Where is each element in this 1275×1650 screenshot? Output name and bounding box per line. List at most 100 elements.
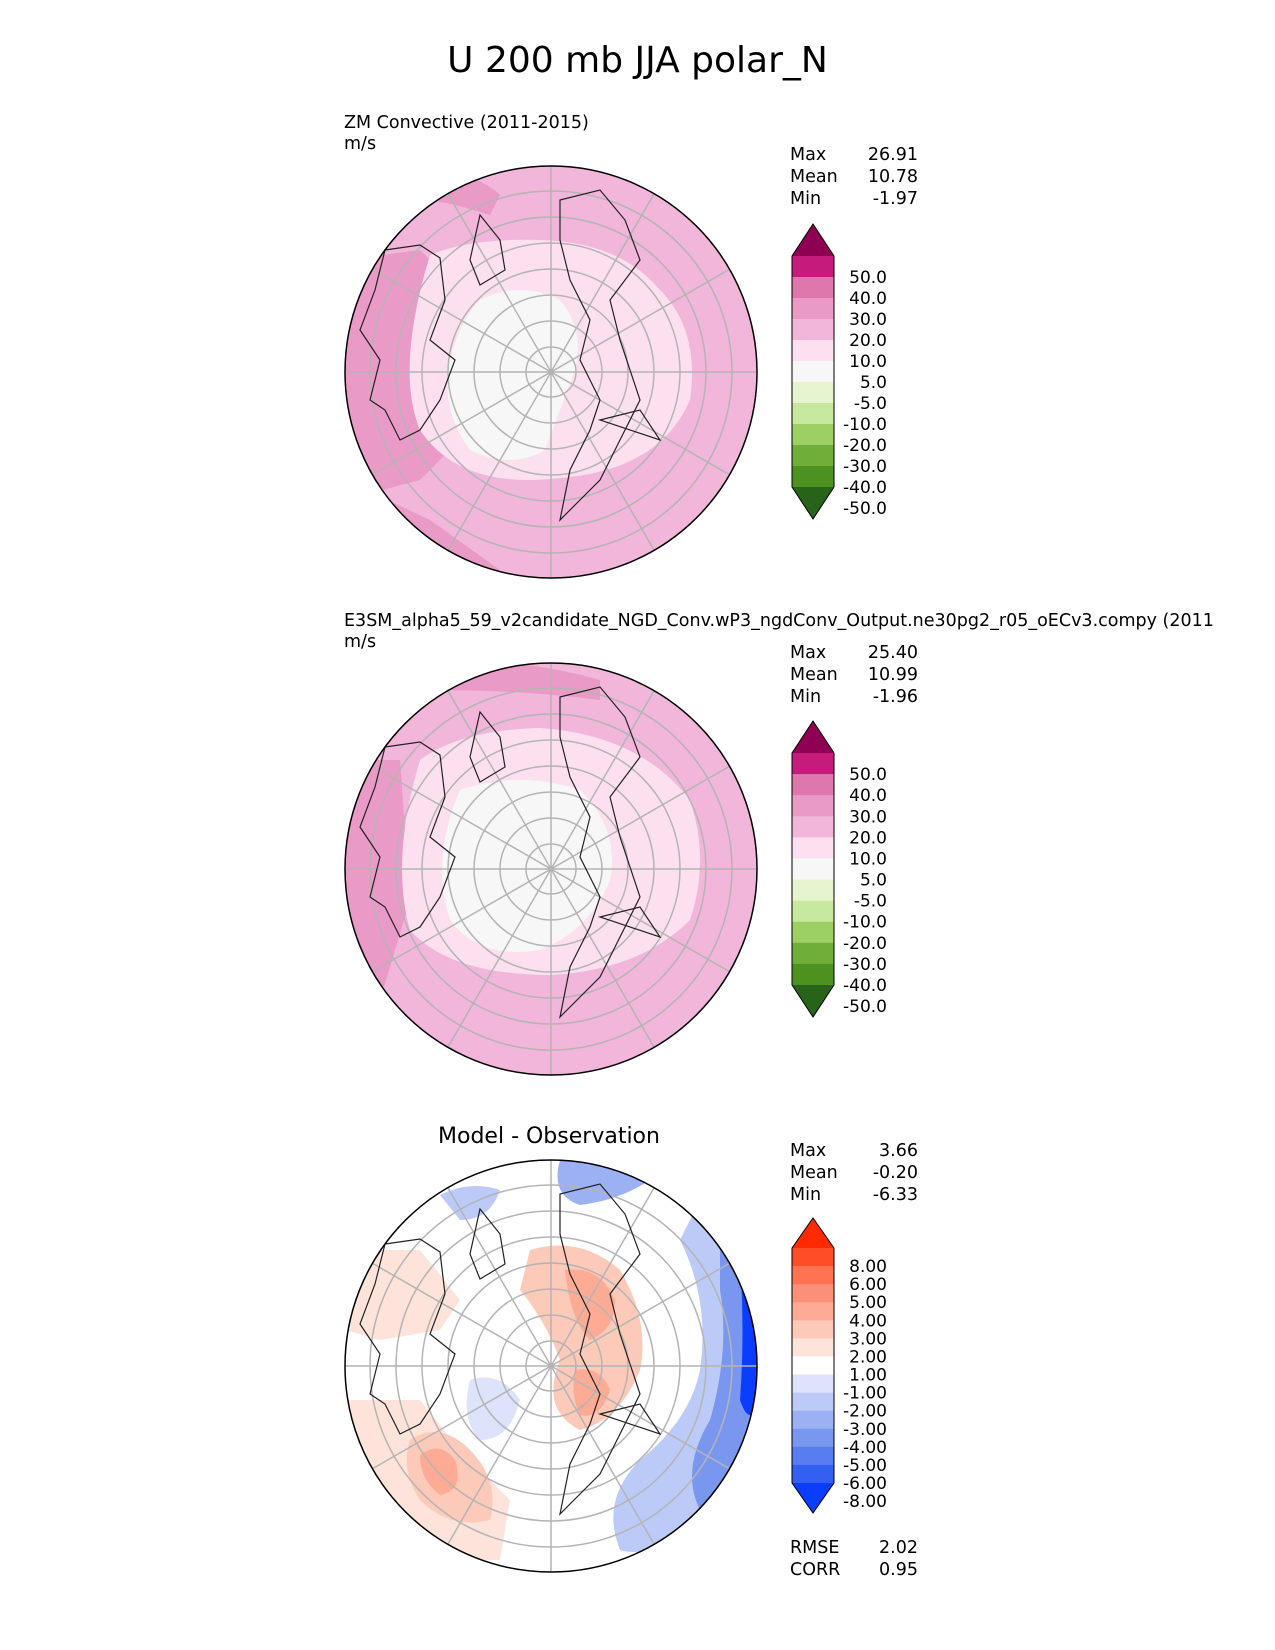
map-2 — [344, 662, 758, 1076]
colorbar-2-tick-label: 20.0 — [849, 828, 887, 848]
colorbar-3-tick-label: -3.00 — [843, 1420, 887, 1440]
colorbar-2-tick-label: 50.0 — [849, 765, 887, 785]
map-1-coastlines — [359, 189, 662, 522]
colorbar-3-tick-label: 3.00 — [849, 1329, 887, 1349]
colorbar-1-segment — [792, 361, 834, 383]
colorbar-3-tick-label: 1.00 — [849, 1366, 887, 1386]
map-1-boundary — [344, 165, 758, 579]
colorbar-1-segment — [792, 319, 834, 341]
colorbar-3-segment — [792, 1266, 834, 1285]
panel-3-metrics: RMSE 2.02 CORR 0.95 — [790, 1538, 918, 1580]
colorbar-3-tick-label: -5.00 — [843, 1456, 887, 1476]
map-2-parallel-5 — [421, 739, 681, 999]
map-2-parallel-2 — [499, 817, 603, 921]
panel-3-title: Model - Observation — [438, 1124, 660, 1149]
map-3-negative-inner — [466, 1377, 520, 1440]
colorbar-3-tick-label: -4.00 — [843, 1438, 887, 1458]
colorbar-2-tick-label: -10.0 — [843, 913, 887, 933]
colorbar-1-extend-min — [792, 487, 834, 519]
colorbar-1-segment — [792, 403, 834, 425]
colorbar-1-tick-label: 30.0 — [849, 310, 887, 330]
colorbar-3-segment — [792, 1392, 834, 1412]
colorbar-2-segment — [792, 753, 834, 775]
colorbar-1-tick-label: -30.0 — [843, 457, 887, 477]
colorbar-2-tick-label: -40.0 — [843, 976, 887, 996]
map-3-parallel-5 — [421, 1236, 681, 1496]
colorbar-1-tick-label: 50.0 — [849, 268, 887, 288]
colorbar-2-segment — [792, 837, 834, 859]
colorbar-3: 8.006.005.004.003.002.001.00-1.00-2.00-3… — [791, 1217, 887, 1514]
map-3-positive-southwest-core — [420, 1448, 458, 1495]
colorbar-2-segment — [792, 774, 834, 796]
colorbar-3-segment — [792, 1356, 834, 1376]
map-3-parallel-3 — [473, 1288, 629, 1444]
panel-1-units: m/s — [344, 134, 377, 154]
colorbar-1-tick-label: -10.0 — [843, 415, 887, 435]
figure-title: U 200 mb JJA polar_N — [447, 40, 828, 81]
panel-1-mean: 10.78 — [867, 167, 918, 187]
panel-2-stats: Max 25.40 Mean 10.99 Min -1.96 — [790, 643, 918, 707]
panel-3-rmse: 2.02 — [879, 1538, 918, 1558]
colorbar-3-tick-label: -6.00 — [843, 1474, 887, 1494]
colorbar-2-tick-label: 40.0 — [849, 786, 887, 806]
panel-2-label: E3SM_alpha5_59_v2candidate_NGD_Conv.wP3_… — [344, 611, 1214, 653]
panel-3-min: -6.33 — [872, 1185, 918, 1205]
colorbar-2-tick-label: -50.0 — [843, 997, 887, 1017]
colorbar-1-outline — [791, 223, 835, 520]
colorbar-1-segment — [792, 382, 834, 404]
colorbar-3-segment — [792, 1248, 834, 1267]
colorbar-1-segment — [792, 445, 834, 467]
colorbar-3-tick-label: 6.00 — [849, 1275, 887, 1295]
map-3-parallel-4 — [447, 1262, 655, 1470]
colorbar-3-segment — [792, 1446, 834, 1466]
colorbar-2-extend-min — [792, 985, 834, 1017]
map-1-parallel-1 — [525, 346, 577, 398]
colorbar-2-tick-label: 10.0 — [849, 849, 887, 869]
colorbar-2-tick-label: -20.0 — [843, 934, 887, 954]
map-3-negative-northwest — [440, 1186, 500, 1220]
map-1-parallel-6 — [395, 216, 707, 528]
colorbar-3-tick-label: -1.00 — [843, 1384, 887, 1404]
panel-3-mean: -0.20 — [872, 1163, 918, 1183]
colorbar-3-segment — [792, 1464, 834, 1484]
colorbar-3-tick-label: 4.00 — [849, 1311, 887, 1331]
colorbar-3-tick-label: 2.00 — [849, 1347, 887, 1367]
map-3-negative-east-core — [740, 1260, 757, 1415]
colorbar-3-segment — [792, 1320, 834, 1339]
map-1-parallel-5 — [421, 242, 681, 502]
map-2-parallel-1 — [525, 843, 577, 895]
panel-3-max: 3.66 — [879, 1141, 918, 1161]
map-2-strong-band-west — [345, 760, 410, 1000]
panel-2-mean: 10.99 — [867, 665, 918, 685]
colorbar-1-segment — [792, 424, 834, 446]
colorbar-3-segment — [792, 1302, 834, 1321]
map-3 — [344, 1159, 758, 1573]
colorbar-1-segment — [792, 340, 834, 362]
colorbar-3-segment — [792, 1284, 834, 1303]
colorbar-2: 50.040.030.020.010.05.0-5.0-10.0-20.0-30… — [791, 720, 887, 1018]
colorbar-3-segment — [792, 1428, 834, 1448]
colorbar-1-tick-label: -40.0 — [843, 478, 887, 498]
map-1-meridians — [345, 166, 757, 578]
map-3-positive-central-core-south — [573, 1369, 610, 1416]
colorbar-2-extend-max — [792, 721, 834, 753]
colorbar-2-segment — [792, 858, 834, 881]
panel-2-units: m/s — [344, 632, 377, 652]
map-1 — [344, 165, 758, 579]
map-3-coastlines — [359, 1183, 662, 1516]
colorbar-3-tick-label: 5.00 — [849, 1293, 887, 1313]
map-3-parallel-2 — [499, 1314, 603, 1418]
colorbar-1-tick-label: 20.0 — [849, 331, 887, 351]
panel-2-title: E3SM_alpha5_59_v2candidate_NGD_Conv.wP3_… — [344, 611, 1214, 631]
panel-3-stats: Max 3.66 Mean -0.20 Min -6.33 — [790, 1141, 918, 1205]
panel-1-stats: Max 26.91 Mean 10.78 Min -1.97 — [790, 145, 918, 209]
colorbar-1-tick-label: 40.0 — [849, 289, 887, 309]
map-2-boundary — [344, 662, 758, 1076]
colorbar-2-tick-label: -5.0 — [854, 892, 887, 912]
colorbar-1-extend-max — [792, 224, 834, 256]
panel-1-max: 26.91 — [867, 145, 918, 165]
map-3-parallel-6 — [395, 1210, 707, 1522]
map-2-parallel-7 — [369, 687, 733, 1051]
colorbar-1: 50.040.030.020.010.05.0-5.0-10.0-20.0-30… — [791, 223, 887, 520]
colorbar-1-segment — [792, 466, 834, 488]
